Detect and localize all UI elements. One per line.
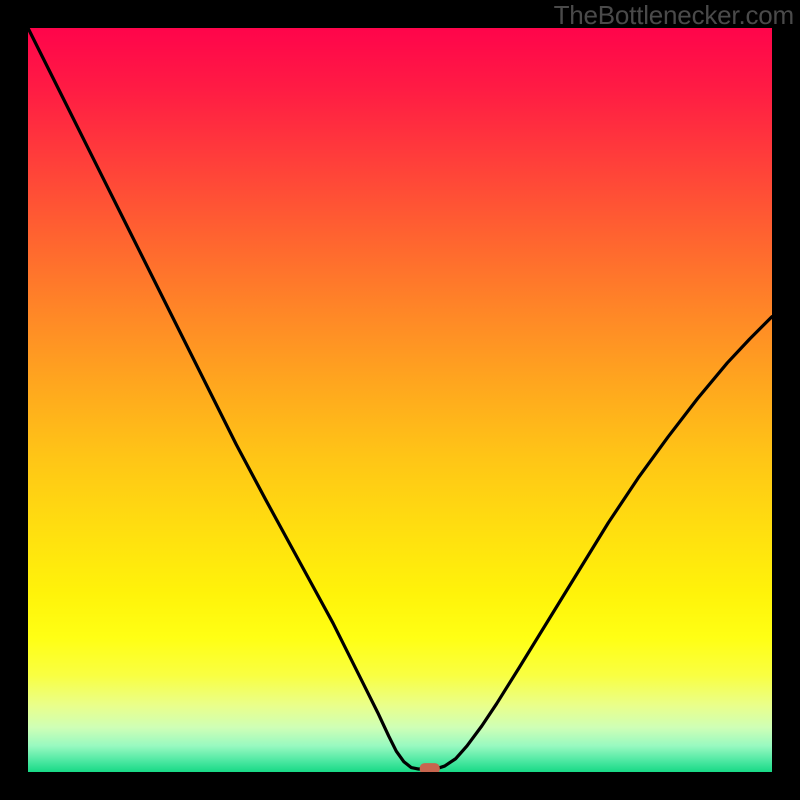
- watermark-text: TheBottlenecker.com: [554, 0, 794, 31]
- minimum-marker: [420, 763, 440, 772]
- chart-container: TheBottlenecker.com: [0, 0, 800, 800]
- bottleneck-curve-layer: [28, 28, 772, 772]
- plot-area: [28, 28, 772, 772]
- bottleneck-curve: [28, 28, 772, 769]
